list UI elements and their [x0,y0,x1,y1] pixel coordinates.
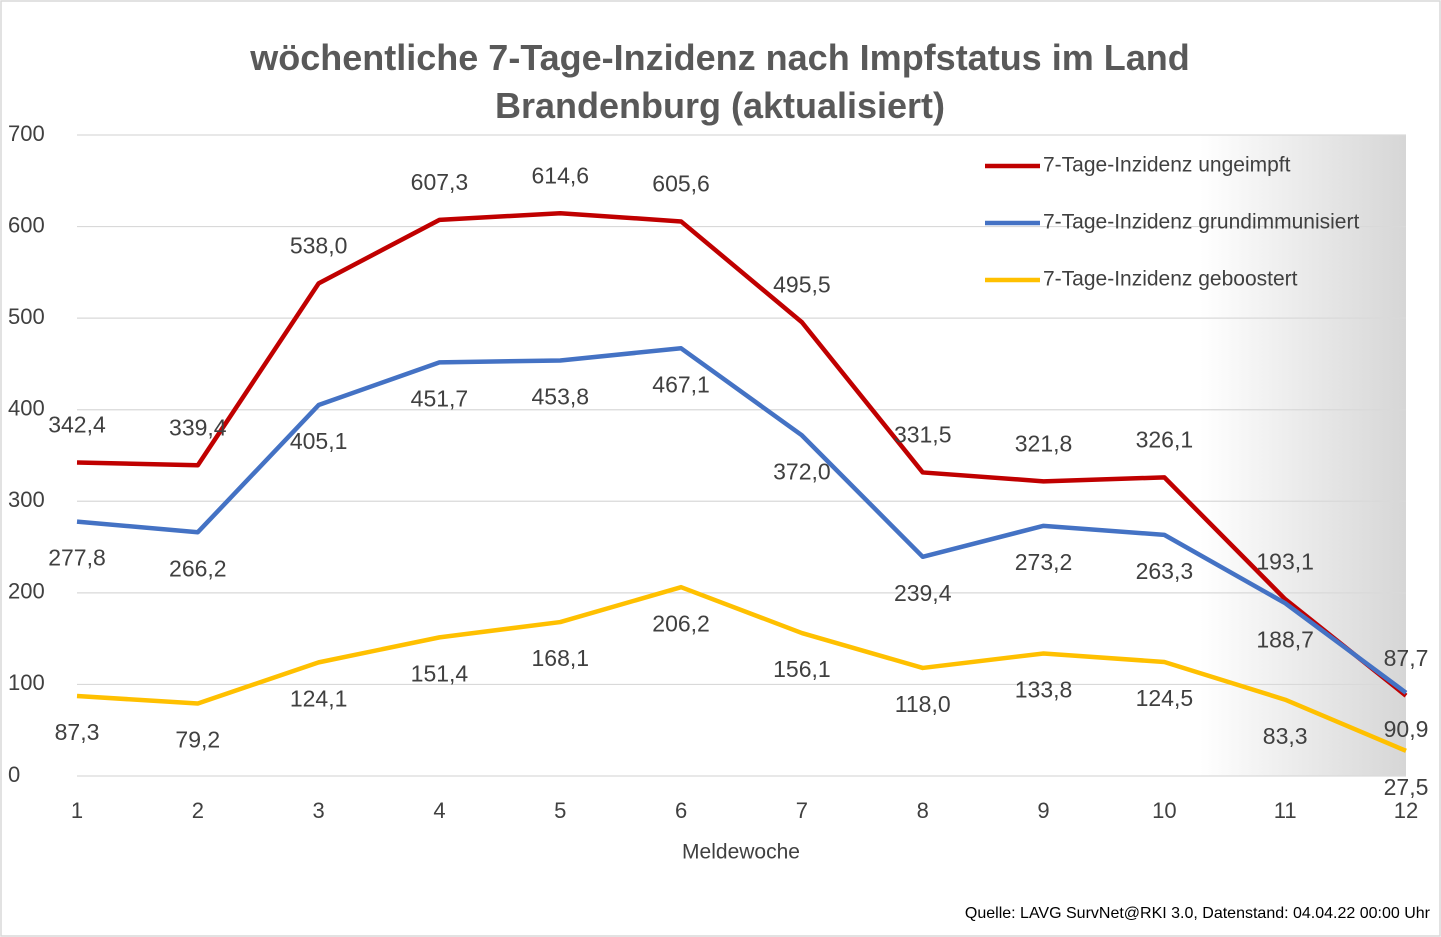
x-tick-label: 9 [1037,798,1049,823]
data-label: 342,4 [48,412,106,438]
y-tick-label: 300 [8,487,45,512]
data-label: 538,0 [290,232,348,258]
source-note: Quelle: LAVG SurvNet@RKI 3.0, Datenstand… [965,905,1431,922]
data-label: 339,4 [169,414,227,440]
data-label: 90,9 [1384,716,1429,742]
data-label: 321,8 [1015,430,1073,456]
x-tick-label: 8 [917,798,929,823]
data-label: 372,0 [773,458,831,484]
data-label: 605,6 [652,171,710,197]
x-axis-label: Meldewoche [682,841,800,864]
x-tick-label: 1 [71,798,83,823]
legend-label: 7-Tage-Inzidenz grundimmunisiert [1043,211,1359,234]
data-label: 263,3 [1136,558,1194,584]
data-label: 124,5 [1136,685,1194,711]
x-tick-label: 11 [1274,798,1297,823]
x-tick-label: 7 [796,798,808,823]
data-label: 27,5 [1384,774,1429,800]
data-label: 124,1 [290,685,348,711]
y-tick-label: 700 [8,121,45,146]
x-tick-label: 6 [675,798,687,823]
data-label: 87,3 [55,719,100,745]
legend-label: 7-Tage-Inzidenz geboostert [1043,268,1298,291]
x-tick-label: 10 [1152,798,1176,823]
data-label: 151,4 [411,660,469,686]
data-label: 277,8 [48,545,106,571]
data-label: 118,0 [895,691,951,717]
y-tick-label: 600 [8,212,45,237]
y-tick-label: 500 [8,304,45,329]
data-label: 87,7 [1384,645,1429,671]
data-label: 453,8 [531,384,589,410]
data-label: 467,1 [652,371,710,397]
x-tick-label: 4 [433,798,445,823]
data-label: 188,7 [1256,626,1314,652]
x-tick-label: 3 [313,798,325,823]
y-tick-label: 0 [8,762,20,787]
data-label: 405,1 [290,428,348,454]
data-label: 83,3 [1263,723,1308,749]
data-label: 239,4 [894,580,952,606]
data-label: 273,2 [1015,549,1073,575]
series-line [76,210,1408,698]
legend-label: 7-Tage-Inzidenz ungeimpft [1043,154,1291,177]
data-label: 607,3 [411,169,469,195]
x-tick-label: 2 [192,798,204,823]
data-label: 156,1 [773,656,831,682]
data-label: 495,5 [773,271,831,297]
y-tick-label: 400 [8,396,45,421]
data-label: 614,6 [531,162,589,188]
data-label: 266,2 [169,555,227,581]
data-label: 206,2 [652,610,710,636]
series-line [76,584,1407,753]
y-tick-label: 100 [8,670,45,695]
series-line [76,346,1408,695]
data-label: 331,5 [894,422,952,448]
data-label: 326,1 [1136,426,1194,452]
chart-title: wöchentliche 7-Tage-Inzidenz nach Impfst… [250,37,1190,126]
x-tick-label: 5 [554,798,566,823]
y-tick-label: 200 [8,579,45,604]
data-label: 133,8 [1015,677,1073,703]
data-label: 168,1 [531,645,589,671]
data-label: 193,1 [1256,548,1314,574]
data-label: 451,7 [411,385,469,411]
data-label: 79,2 [175,727,220,753]
x-tick-label: 12 [1394,798,1418,823]
